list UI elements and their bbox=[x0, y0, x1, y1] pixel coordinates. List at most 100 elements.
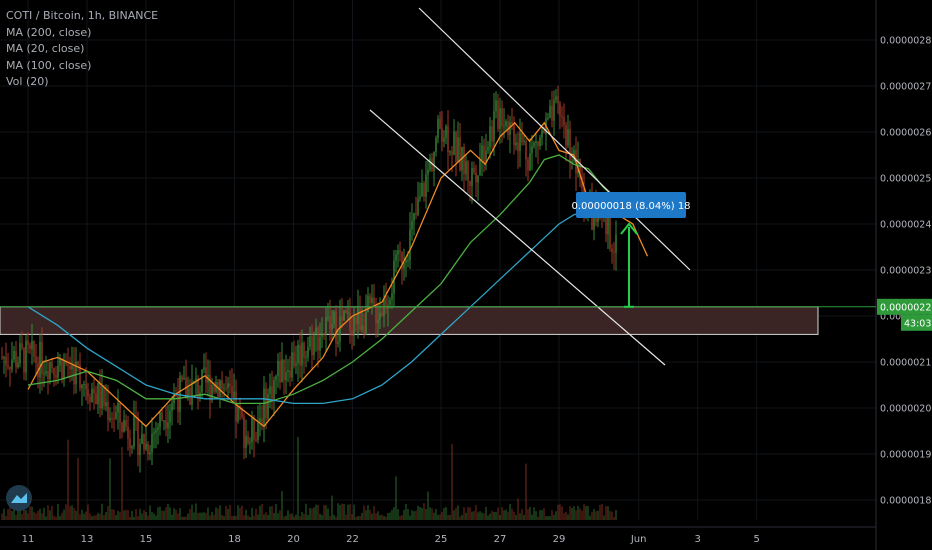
volume-bar bbox=[79, 514, 81, 520]
ma-200-line bbox=[27, 209, 589, 405]
volume-bar bbox=[247, 515, 249, 520]
candle-body bbox=[13, 351, 15, 360]
candle-body bbox=[557, 96, 559, 104]
candle-body bbox=[129, 438, 131, 449]
candle-body bbox=[51, 362, 53, 368]
volume-bar bbox=[525, 463, 527, 520]
candle-body bbox=[499, 108, 501, 129]
volume-bar bbox=[195, 503, 197, 520]
volume-bar bbox=[95, 515, 97, 520]
candle-body bbox=[85, 384, 87, 390]
candle-body bbox=[73, 364, 75, 385]
legend-volume[interactable]: Vol (20) bbox=[6, 75, 49, 88]
volume-bar bbox=[445, 506, 447, 520]
candle-body bbox=[413, 213, 415, 222]
y-tick-label: 0.00000230 bbox=[880, 266, 932, 277]
candle-body bbox=[347, 312, 349, 314]
volume-bar bbox=[501, 507, 503, 520]
candle-body bbox=[275, 376, 277, 380]
volume-bar bbox=[355, 516, 357, 520]
candle-body bbox=[605, 213, 607, 235]
volume-bar bbox=[253, 515, 255, 520]
candle-body bbox=[229, 383, 231, 387]
channel-upper-line bbox=[418, 7, 691, 271]
volume-bar bbox=[413, 511, 415, 520]
candle-body bbox=[117, 403, 119, 413]
volume-bar bbox=[577, 505, 579, 520]
volume-bar bbox=[291, 513, 293, 520]
volume-bar bbox=[269, 506, 271, 520]
candle-body bbox=[193, 380, 195, 382]
volume-bar bbox=[257, 514, 259, 520]
candle-body bbox=[529, 153, 531, 171]
legend-ma-200[interactable]: MA (200, close) bbox=[6, 25, 92, 39]
legend-symbol[interactable]: COTI / Bitcoin, 1h, BINANCE bbox=[6, 9, 159, 22]
candle-body bbox=[145, 443, 147, 450]
candle-body bbox=[333, 311, 335, 325]
candle-body bbox=[23, 347, 25, 373]
candle-body bbox=[39, 341, 41, 378]
candle-body bbox=[559, 103, 561, 116]
candle-body bbox=[465, 161, 467, 175]
candle-body bbox=[313, 334, 315, 356]
volume-bar bbox=[239, 507, 241, 520]
legend-ma-100[interactable]: MA (100, close) bbox=[6, 58, 92, 72]
volume-bar bbox=[369, 509, 371, 520]
candle-body bbox=[303, 342, 305, 358]
volume-bar bbox=[435, 508, 437, 520]
volume-bar bbox=[105, 512, 107, 520]
volume-bar bbox=[531, 514, 533, 520]
volume-bar bbox=[323, 504, 325, 520]
volume-bar bbox=[229, 504, 231, 520]
candle-body bbox=[155, 430, 157, 433]
volume-bar bbox=[513, 511, 515, 520]
candle-body bbox=[473, 168, 475, 173]
volume-bar bbox=[441, 511, 443, 520]
candle-body bbox=[487, 147, 489, 151]
candle-body bbox=[149, 452, 151, 455]
price-tag bbox=[877, 298, 932, 315]
candle-body bbox=[355, 316, 357, 324]
candle-body bbox=[395, 254, 397, 261]
volume-bar bbox=[309, 507, 311, 520]
candle-body bbox=[429, 158, 431, 170]
volume-bar bbox=[221, 514, 223, 520]
legend-ma-20[interactable]: MA (20, close) bbox=[6, 42, 85, 55]
support-zone bbox=[0, 306, 819, 335]
candle-body bbox=[9, 367, 11, 370]
volume-bar bbox=[255, 508, 257, 520]
tradingview-logo-icon[interactable] bbox=[6, 485, 32, 511]
volume-bar bbox=[193, 512, 195, 520]
volume-bar bbox=[583, 504, 585, 520]
candle-body bbox=[543, 130, 545, 134]
volume-bar bbox=[99, 513, 101, 520]
volume-bar bbox=[597, 510, 599, 520]
candle-body bbox=[273, 379, 275, 401]
candle-body bbox=[535, 141, 537, 143]
candle-body bbox=[257, 422, 259, 441]
candle-body bbox=[101, 386, 103, 409]
candle-body bbox=[615, 234, 617, 253]
candle-body bbox=[505, 121, 507, 127]
measure-box bbox=[576, 192, 686, 218]
x-tick-label: 29 bbox=[553, 534, 566, 545]
y-tick-label: 0.00000190 bbox=[880, 450, 932, 461]
volume-bar bbox=[209, 515, 211, 520]
volume-bar bbox=[7, 509, 9, 520]
candle-body bbox=[65, 361, 67, 365]
candle-body bbox=[485, 150, 487, 163]
volume-bar bbox=[175, 509, 177, 520]
candle-body bbox=[393, 260, 395, 294]
x-tick-label: 20 bbox=[287, 534, 300, 545]
candle-body bbox=[359, 306, 361, 330]
volume-bar bbox=[231, 515, 233, 520]
candle-body bbox=[519, 132, 521, 152]
volume-bar bbox=[213, 514, 215, 520]
volume-bar bbox=[297, 437, 299, 520]
candle-body bbox=[531, 146, 533, 154]
candle-body bbox=[345, 310, 347, 314]
candle-body bbox=[439, 118, 441, 130]
candle-body bbox=[489, 126, 491, 148]
volume-bar bbox=[135, 509, 137, 520]
